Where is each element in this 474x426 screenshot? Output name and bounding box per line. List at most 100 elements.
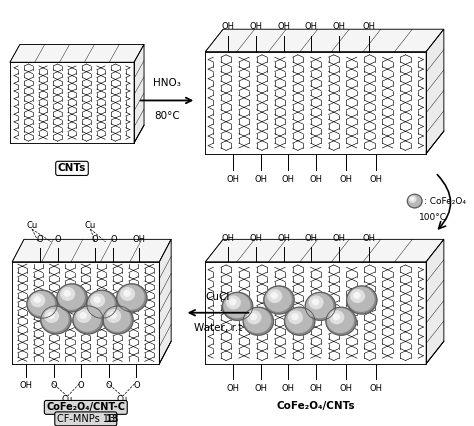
Text: OH: OH (227, 175, 239, 184)
Circle shape (94, 297, 100, 302)
Circle shape (245, 308, 271, 332)
Circle shape (118, 285, 144, 309)
Circle shape (27, 290, 57, 318)
Circle shape (224, 294, 250, 317)
Circle shape (333, 314, 339, 320)
Text: HNO₃: HNO₃ (153, 78, 181, 88)
Polygon shape (205, 262, 426, 364)
Text: CoFe₂O₄/CNT-C: CoFe₂O₄/CNT-C (46, 403, 125, 412)
Text: OH: OH (277, 22, 290, 31)
Polygon shape (205, 239, 444, 262)
Circle shape (265, 288, 291, 311)
Circle shape (41, 306, 71, 334)
Text: OH: OH (19, 382, 33, 391)
Text: OH: OH (249, 22, 263, 31)
Text: OH: OH (282, 384, 295, 393)
Circle shape (305, 292, 336, 320)
Text: OH: OH (332, 22, 345, 31)
Circle shape (227, 296, 240, 309)
Circle shape (64, 291, 70, 296)
Polygon shape (205, 29, 444, 52)
Text: O: O (50, 382, 57, 391)
Circle shape (411, 198, 414, 200)
Text: OH: OH (362, 22, 375, 31)
Text: Cu: Cu (27, 221, 37, 230)
Polygon shape (426, 239, 444, 364)
Text: OH: OH (332, 234, 345, 243)
Circle shape (268, 290, 282, 302)
Circle shape (247, 311, 261, 324)
Circle shape (408, 195, 420, 207)
Polygon shape (159, 239, 171, 364)
Text: Water, r.t: Water, r.t (194, 323, 242, 333)
Circle shape (292, 314, 298, 320)
Text: OH: OH (339, 384, 352, 393)
Circle shape (42, 307, 68, 331)
Circle shape (77, 310, 91, 322)
Text: OH: OH (339, 175, 352, 184)
Circle shape (31, 294, 45, 307)
Circle shape (88, 292, 114, 315)
Text: O: O (55, 235, 62, 244)
Text: OH: OH (132, 235, 145, 244)
Polygon shape (426, 29, 444, 153)
Text: OH: OH (369, 384, 382, 393)
Polygon shape (10, 44, 144, 62)
Circle shape (354, 293, 360, 298)
Text: Cu: Cu (62, 395, 73, 404)
Circle shape (250, 314, 256, 320)
Circle shape (34, 297, 40, 302)
Circle shape (73, 306, 103, 334)
Text: OH: OH (310, 175, 322, 184)
Circle shape (328, 308, 353, 332)
Text: OH: OH (222, 234, 235, 243)
Polygon shape (10, 62, 134, 143)
Text: CoFe₂O₄/CNTs: CoFe₂O₄/CNTs (276, 401, 355, 411)
FancyArrowPatch shape (438, 175, 451, 229)
Circle shape (107, 310, 120, 322)
Circle shape (264, 286, 294, 314)
Circle shape (61, 288, 74, 300)
Text: 13: 13 (106, 414, 119, 424)
Text: O: O (110, 235, 117, 244)
Circle shape (124, 291, 130, 296)
Circle shape (45, 310, 58, 322)
Text: OH: OH (305, 22, 318, 31)
Text: OH: OH (227, 384, 239, 393)
Circle shape (48, 313, 54, 318)
Circle shape (346, 286, 377, 314)
Circle shape (91, 294, 104, 307)
Circle shape (310, 296, 323, 309)
Text: OH: OH (305, 234, 318, 243)
Text: O: O (106, 382, 112, 391)
Text: CF-MNPs 13: CF-MNPs 13 (57, 414, 115, 424)
Polygon shape (12, 262, 159, 364)
Text: OH: OH (369, 175, 382, 184)
Circle shape (74, 307, 100, 331)
Circle shape (110, 313, 116, 318)
Text: OH: OH (249, 234, 263, 243)
Circle shape (80, 313, 86, 318)
Text: O: O (91, 235, 98, 244)
Circle shape (117, 284, 147, 312)
Text: OH: OH (222, 22, 235, 31)
Text: 100°C: 100°C (419, 213, 447, 222)
Circle shape (407, 194, 422, 208)
Circle shape (312, 299, 319, 305)
Circle shape (121, 288, 134, 300)
Text: OH: OH (277, 234, 290, 243)
Circle shape (289, 311, 302, 324)
Text: Cu: Cu (85, 221, 96, 230)
Circle shape (222, 292, 253, 320)
Text: CNTs: CNTs (58, 164, 86, 173)
Circle shape (243, 307, 273, 335)
Circle shape (230, 299, 236, 305)
Circle shape (284, 307, 315, 335)
Polygon shape (12, 239, 171, 262)
Polygon shape (205, 52, 426, 153)
Circle shape (351, 290, 365, 302)
Text: : CoFe₂O₄: : CoFe₂O₄ (424, 196, 466, 206)
Circle shape (58, 285, 84, 309)
Circle shape (307, 294, 333, 317)
Text: OH: OH (310, 384, 322, 393)
